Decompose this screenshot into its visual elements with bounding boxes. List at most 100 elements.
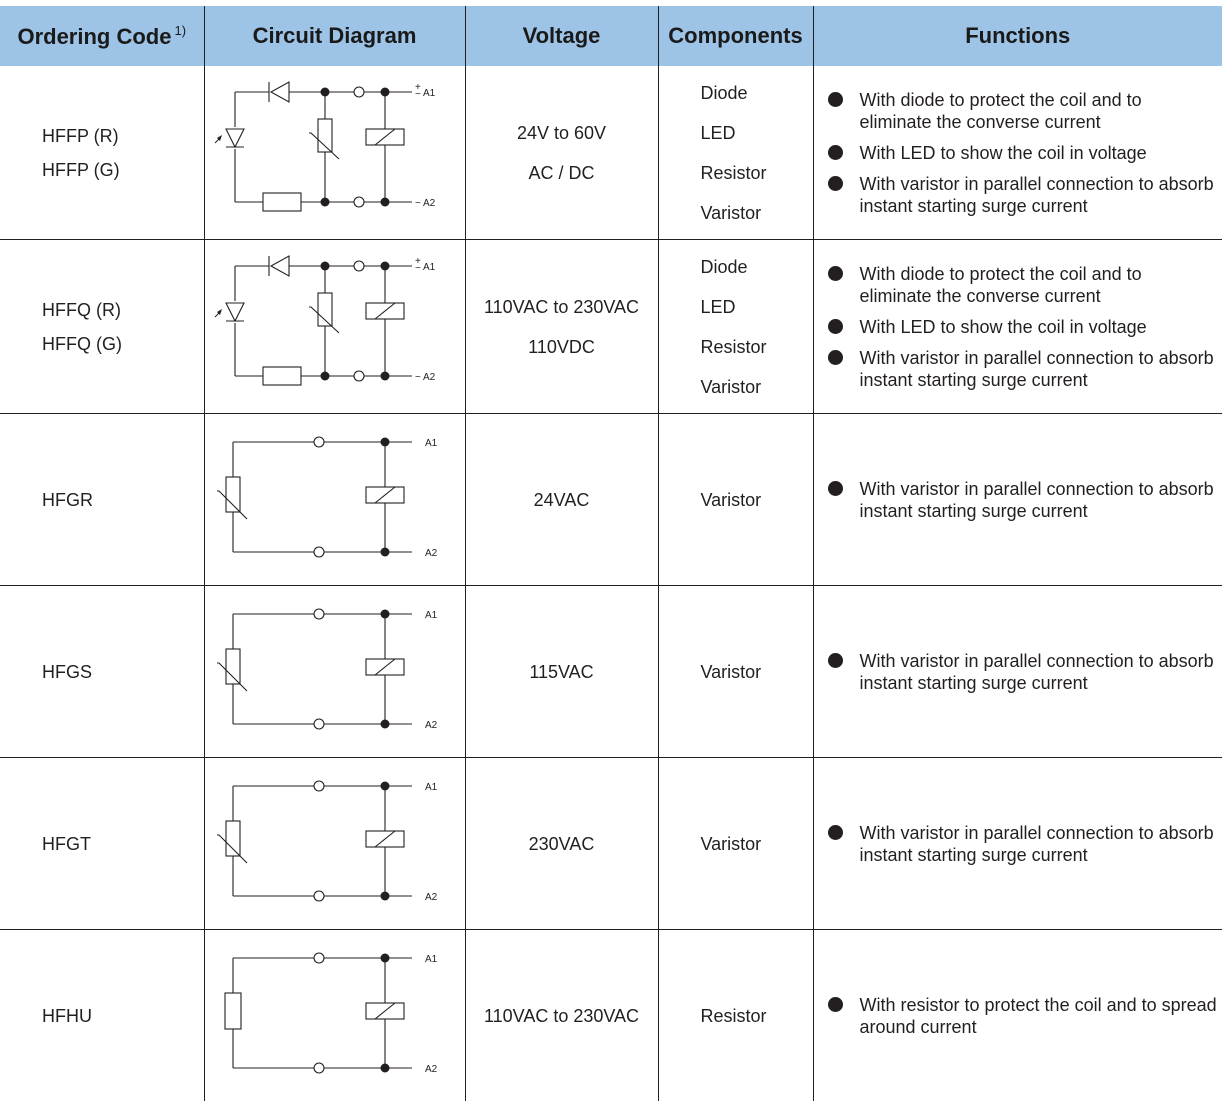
varistor-icon xyxy=(217,821,247,863)
terminal-icon xyxy=(314,953,324,1073)
component-item: Varistor xyxy=(701,652,813,692)
pin-a1-label: A1 xyxy=(425,782,438,793)
voltage-value: AC / DC xyxy=(466,153,658,193)
circuit-diagram-varistor: A1 A2 xyxy=(205,587,466,757)
voltage-cell: 230VAC xyxy=(465,758,658,930)
function-item: With LED to show the coil in voltage xyxy=(826,316,1219,338)
pin-a1-label: A1 xyxy=(423,262,436,273)
voltage-value: 110VAC to 230VAC xyxy=(466,996,658,1036)
components-cell: Diode LED Resistor Varistor xyxy=(658,240,813,414)
function-item: With varistor in parallel connection to … xyxy=(826,478,1219,522)
voltage-value: 110VDC xyxy=(466,327,658,367)
component-item: Diode xyxy=(701,73,813,113)
function-item: With varistor in parallel connection to … xyxy=(826,650,1219,694)
ordering-code: HFFQ (R) xyxy=(42,293,204,327)
function-item: With varistor in parallel connection to … xyxy=(826,347,1219,391)
components-cell: Resistor xyxy=(658,930,813,1101)
coil-icon xyxy=(366,487,404,503)
voltage-cell: 24VAC xyxy=(465,414,658,586)
header-components: Components xyxy=(658,6,813,66)
circuit-diagram-diode-led-resistor-varistor: + ~ A1 ~ A2 xyxy=(205,67,466,239)
led-icon xyxy=(215,303,244,321)
ordering-code: HFFP (R) xyxy=(42,119,204,153)
terminal-icon xyxy=(354,261,364,381)
diode-icon xyxy=(269,256,289,276)
function-item: With varistor in parallel connection to … xyxy=(826,822,1219,866)
resistor-icon xyxy=(225,993,241,1029)
components-cell: Varistor xyxy=(658,758,813,930)
circuit-diagram-diode-led-resistor-varistor: + ~ A1 ~ A2 xyxy=(205,241,466,413)
voltage-value: 115VAC xyxy=(466,652,658,692)
header-circuit-diagram: Circuit Diagram xyxy=(204,6,465,66)
footnote-marker: 1) xyxy=(174,23,186,38)
function-item: With diode to protect the coil and to el… xyxy=(826,263,1219,307)
pin-tilde-label: ~ xyxy=(415,198,421,209)
circuit-diagram-cell: A1 A2 xyxy=(204,758,465,930)
pin-a2-label: A2 xyxy=(425,548,438,559)
coil-icon xyxy=(366,303,404,319)
pin-tilde-label: ~ xyxy=(415,372,421,383)
bullet-icon xyxy=(828,653,843,668)
voltage-value: 24VAC xyxy=(466,480,658,520)
terminal-icon xyxy=(314,437,324,557)
ordering-code: HFGR xyxy=(42,483,204,517)
table-row: HFGS xyxy=(0,586,1222,758)
pin-a2-label: A2 xyxy=(425,720,438,731)
varistor-icon xyxy=(309,119,339,159)
bullet-icon xyxy=(828,825,843,840)
resistor-icon xyxy=(263,367,301,385)
table-row: HFGT xyxy=(0,758,1222,930)
bullet-icon xyxy=(828,350,843,365)
pin-a1-label: A1 xyxy=(425,954,438,965)
circuit-diagram-cell: + ~ A1 ~ A2 xyxy=(204,66,465,240)
circuit-diagram-varistor: A1 A2 xyxy=(205,759,466,929)
resistor-icon xyxy=(263,193,301,211)
function-item: With diode to protect the coil and to el… xyxy=(826,89,1219,133)
ordering-code-cell: HFGR xyxy=(0,414,204,586)
bullet-icon xyxy=(828,481,843,496)
components-cell: Varistor xyxy=(658,586,813,758)
component-item: LED xyxy=(701,287,813,327)
voltage-value: 110VAC to 230VAC xyxy=(466,287,658,327)
varistor-icon xyxy=(217,477,247,519)
coil-icon xyxy=(366,831,404,847)
function-item: With resistor to protect the coil and to… xyxy=(826,994,1219,1038)
circuit-diagram-cell: A1 A2 xyxy=(204,930,465,1101)
terminal-icon xyxy=(354,87,364,207)
header-functions: Functions xyxy=(813,6,1222,66)
circuit-diagram-cell: A1 A2 xyxy=(204,414,465,586)
ordering-code: HFGT xyxy=(42,827,204,861)
circuit-diagram-cell: A1 A2 xyxy=(204,586,465,758)
ordering-code: HFFP (G) xyxy=(42,153,204,187)
bullet-icon xyxy=(828,319,843,334)
functions-cell: With diode to protect the coil and to el… xyxy=(813,240,1222,414)
voltage-value: 230VAC xyxy=(466,824,658,864)
varistor-icon xyxy=(217,649,247,691)
varistor-icon xyxy=(309,293,339,333)
led-icon xyxy=(215,129,244,147)
table-row: HFGR xyxy=(0,414,1222,586)
component-item: Varistor xyxy=(701,367,813,407)
functions-cell: With diode to protect the coil and to el… xyxy=(813,66,1222,240)
component-item: Varistor xyxy=(701,824,813,864)
circuit-diagram-varistor: A1 A2 xyxy=(205,415,466,585)
diode-icon xyxy=(269,82,289,102)
voltage-cell: 110VAC to 230VAC xyxy=(465,930,658,1101)
voltage-value: 24V to 60V xyxy=(466,113,658,153)
coil-icon xyxy=(366,659,404,675)
pin-a1-label: A1 xyxy=(423,88,436,99)
ordering-code: HFHU xyxy=(42,999,204,1033)
table-row: HFFP (R) HFFP (G) xyxy=(0,66,1222,240)
terminal-icon xyxy=(314,609,324,729)
function-item: With varistor in parallel connection to … xyxy=(826,173,1219,217)
coil-icon xyxy=(366,129,404,145)
components-cell: Varistor xyxy=(658,414,813,586)
circuit-diagram-cell: + ~ A1 ~ A2 xyxy=(204,240,465,414)
terminal-icon xyxy=(314,781,324,901)
ordering-code-cell: HFFP (R) HFFP (G) xyxy=(0,66,204,240)
component-item: Resistor xyxy=(701,996,813,1036)
circuit-diagram-resistor: A1 A2 xyxy=(205,931,466,1101)
pin-a2-label: A2 xyxy=(425,892,438,903)
ordering-code-cell: HFHU xyxy=(0,930,204,1101)
component-item: LED xyxy=(701,113,813,153)
